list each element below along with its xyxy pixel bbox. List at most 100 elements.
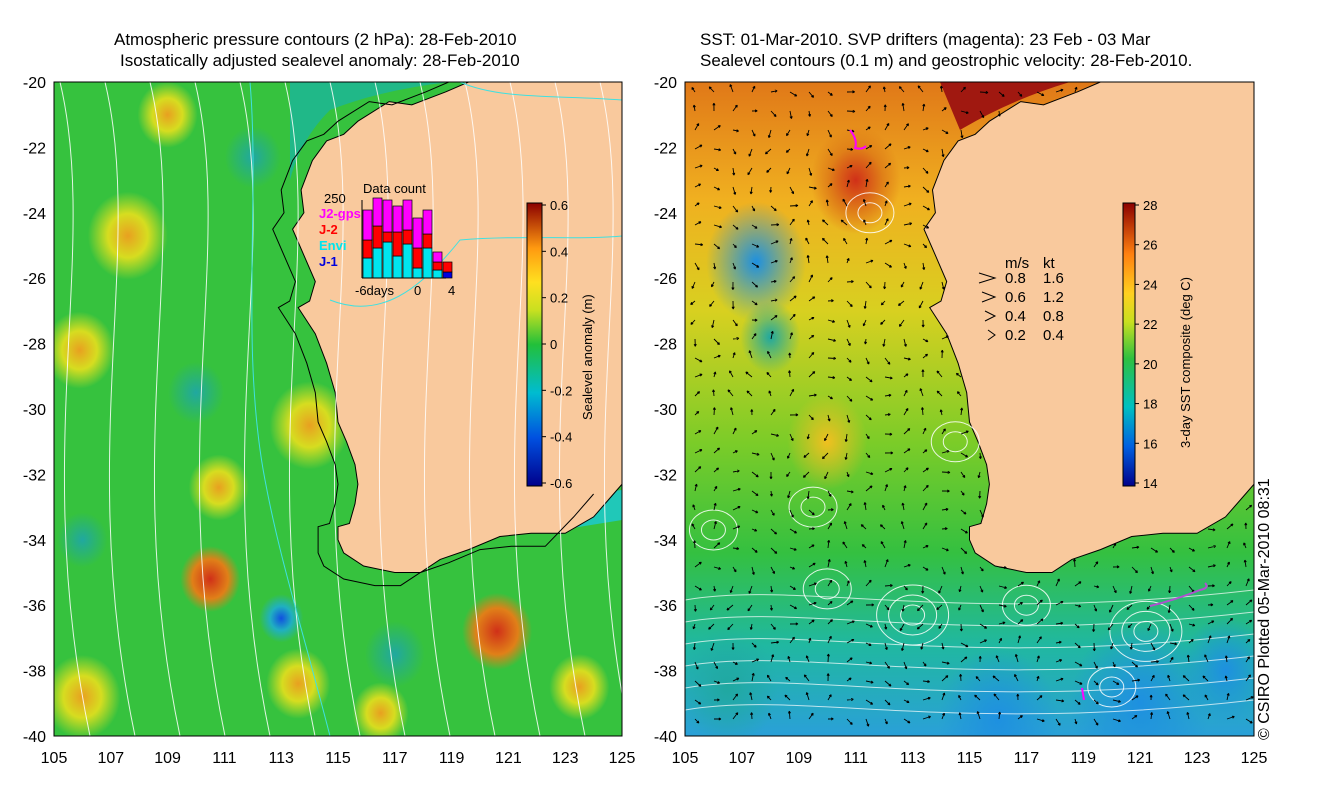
svp-drifter-track <box>1081 687 1085 701</box>
sst-colorbar-label: 3-day SST composite (deg C) <box>1178 277 1193 448</box>
lon-tick-label: 113 <box>268 750 294 767</box>
data-count-bar <box>372 247 383 279</box>
lon-tick-label: 123 <box>552 750 579 767</box>
velocity-legend-arrow <box>987 329 996 341</box>
pressure-contour <box>509 82 541 736</box>
sealevel-contour <box>1001 584 1051 626</box>
sealevel-contour <box>1099 676 1125 698</box>
lat-tick-label: -38 <box>23 664 46 681</box>
data-count-title: Data count <box>363 181 426 196</box>
lat-tick-label: -30 <box>654 402 677 419</box>
lon-tick-label: 117 <box>382 750 408 767</box>
lon-tick-label: 113 <box>900 750 926 767</box>
velocity-legend-ms-header: m/s <box>1005 255 1029 272</box>
sealevel-contour <box>802 568 852 610</box>
sla-blob <box>168 361 224 424</box>
pressure-contour <box>554 82 586 736</box>
sealevel-contour <box>688 509 738 551</box>
lat-tick-label: -36 <box>23 598 46 615</box>
sst-colorbar: 28 26 24 22 20 18 16 14 3-day SST composite (de… <box>1122 198 1193 491</box>
pressure-contours <box>59 82 622 736</box>
sealevel-contour <box>800 496 826 518</box>
sst-colorbar-ramp <box>1122 202 1136 487</box>
lon-tick-label: 121 <box>495 750 522 767</box>
lat-tick-label: -24 <box>654 206 677 223</box>
lon-tick-label: 109 <box>154 750 181 767</box>
sealevel-contour <box>685 699 1254 715</box>
lat-tick-label: -20 <box>654 75 677 92</box>
velocity-legend-ms-3: 0.2 <box>1005 327 1026 344</box>
data-count-bar <box>402 199 413 231</box>
lat-tick-label: -32 <box>654 467 677 484</box>
sealevel-contour <box>685 677 1254 693</box>
lon-tick-label: 111 <box>844 750 868 767</box>
colorbar-tick-label: 28 <box>1143 198 1157 213</box>
data-count-bar <box>442 261 453 273</box>
sealevel-contour <box>1087 666 1137 708</box>
warm-coastal-water <box>940 82 1070 130</box>
colorbar-tick-label: 14 <box>1143 476 1157 491</box>
sealevel-contours <box>685 192 1254 715</box>
data-count-bar <box>382 241 393 279</box>
velocity-legend: m/s kt 0.8 1.6 0.6 1.2 0.4 0.8 0.2 0.4 <box>978 255 1064 344</box>
right-map <box>685 82 1254 736</box>
velocity-legend-arrow <box>978 272 997 284</box>
sla-blob <box>137 82 198 148</box>
data-count-bars <box>362 197 453 279</box>
data-count-bar <box>402 229 413 245</box>
sealevel-contour <box>942 431 968 453</box>
data-count-bar <box>432 251 443 263</box>
data-count-legend-3: J-1 <box>319 254 338 269</box>
sealevel-contour <box>788 486 838 528</box>
sla-blob <box>54 654 121 736</box>
sla-blob <box>462 592 533 670</box>
lat-tick-label: -20 <box>23 75 46 92</box>
velocity-legend-kt-2: 0.8 <box>1043 308 1064 325</box>
sla-blob <box>57 512 108 568</box>
lon-tick-label: 125 <box>609 750 636 767</box>
data-count-bar <box>362 257 373 279</box>
lat-tick-label: -34 <box>654 533 677 550</box>
sealevel-contour <box>845 192 895 234</box>
colorbar-tick-label: 16 <box>1143 436 1157 451</box>
velocity-legend-kt-1: 1.2 <box>1043 289 1064 306</box>
lat-tick-label: -22 <box>654 140 677 157</box>
pressure-contour <box>329 82 361 736</box>
sla-blob <box>87 191 168 280</box>
data-count-bar <box>412 247 423 269</box>
lat-tick-label: -32 <box>23 467 46 484</box>
right-land <box>923 82 1254 573</box>
lon-tick-label: 123 <box>1184 750 1211 767</box>
lon-tick-label: 105 <box>672 750 699 767</box>
data-count-bar <box>412 267 423 279</box>
data-count-bar <box>402 243 413 279</box>
velocity-legend-arrow <box>981 291 997 303</box>
colorbar-tick-label: -0.6 <box>550 476 572 491</box>
velocity-legend-arrow <box>984 310 997 322</box>
colorbar-tick-label: 24 <box>1143 277 1157 292</box>
velocity-legend-ms-0: 0.8 <box>1005 270 1026 287</box>
sealevel-contour <box>685 655 1254 671</box>
colorbar-tick-label: 0 <box>550 337 557 352</box>
sealevel-contour <box>685 611 1254 627</box>
colorbar-tick-label: 22 <box>1143 317 1157 332</box>
lon-tick-label: 121 <box>1127 750 1154 767</box>
data-count-legend-1: J-2 <box>319 222 338 237</box>
lon-tick-label: 111 <box>212 750 236 767</box>
lon-tick-label: 107 <box>729 750 756 767</box>
sla-colorbar-label: Sealevel anomaly (m) <box>580 294 595 420</box>
data-count-x-label-0: -6days <box>355 283 395 298</box>
sealevel-contour <box>814 578 840 600</box>
data-count-bar <box>412 217 423 249</box>
sst-blob <box>740 301 801 374</box>
lat-tick-label: -40 <box>654 729 677 746</box>
sla-blob <box>180 546 241 613</box>
sla-blob <box>259 594 304 643</box>
velocity-legend-kt-3: 0.4 <box>1043 327 1064 344</box>
data-count-bar <box>372 225 383 249</box>
pressure-contour <box>459 82 622 101</box>
sla-colorbar-ramp <box>526 202 543 487</box>
